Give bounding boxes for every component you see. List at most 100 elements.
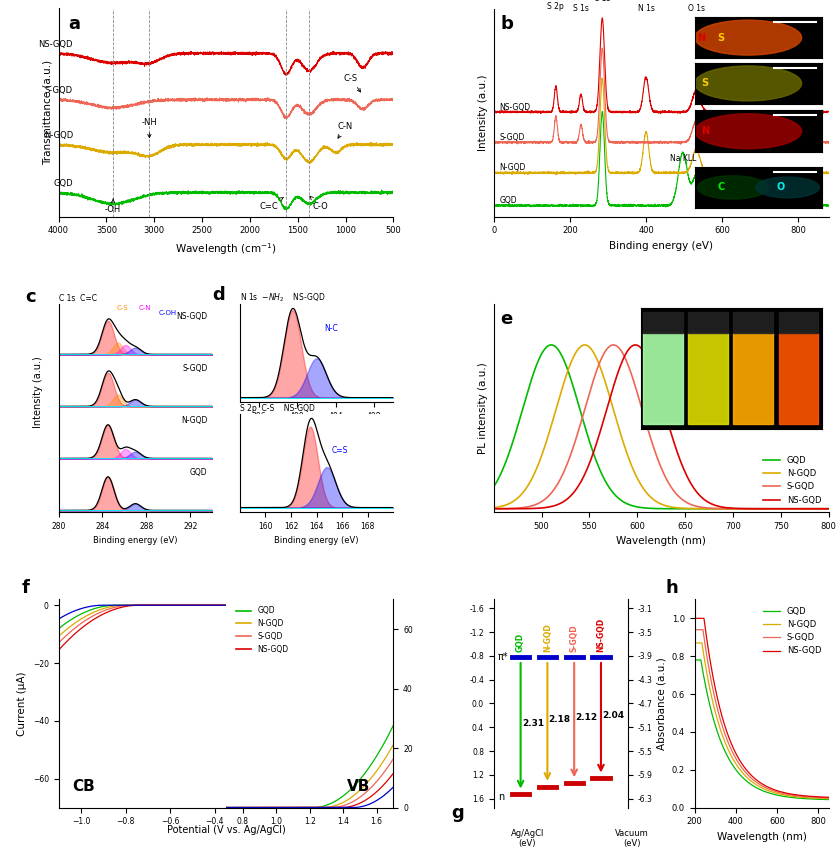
- NS-GQD: [789, 790, 799, 800]
- Text: GQD: GQD: [516, 633, 524, 652]
- N-GQD: [640, 487, 650, 497]
- NS-GQD: [712, 697, 722, 707]
- Text: 2.31: 2.31: [522, 719, 543, 728]
- GQD: [575, 406, 585, 416]
- GQD: [749, 782, 759, 792]
- Line: NS-GQD: NS-GQD: [493, 345, 828, 509]
- GQD: [712, 730, 722, 740]
- Text: 2.18: 2.18: [548, 715, 570, 724]
- Y-axis label: Absorbance (a.u.): Absorbance (a.u.): [655, 657, 665, 750]
- S-GQD: [823, 504, 833, 514]
- Text: -NH: -NH: [141, 118, 157, 138]
- Y-axis label: Current (μA): Current (μA): [18, 672, 27, 736]
- Line: N-GQD: N-GQD: [694, 643, 828, 799]
- NS-GQD: [630, 340, 640, 350]
- Text: NS-GQD: NS-GQD: [38, 40, 73, 49]
- Text: C-S: C-S: [343, 74, 360, 92]
- Text: C=C: C=C: [259, 197, 283, 211]
- S-GQD: [712, 503, 722, 513]
- GQD: [689, 654, 699, 665]
- S-GQD: [749, 776, 759, 786]
- S-GQD: [548, 485, 558, 496]
- Text: NS-GQD: NS-GQD: [499, 103, 530, 111]
- NS-GQD: [767, 785, 777, 795]
- N-GQD: [767, 787, 777, 797]
- NS-GQD: [723, 733, 733, 743]
- NS-GQD: [574, 479, 584, 489]
- Text: GQD: GQD: [190, 468, 207, 477]
- Text: N 1s  $-NH_2$    NS-GQD: N 1s $-NH_2$ NS-GQD: [240, 292, 325, 304]
- S-GQD: [488, 504, 498, 514]
- Text: N-C: N-C: [324, 325, 338, 333]
- Text: C-N: C-N: [338, 122, 353, 139]
- NS-GQD: [689, 613, 699, 623]
- X-axis label: Binding energy (eV): Binding energy (eV): [274, 536, 359, 546]
- Text: S-GQD: S-GQD: [45, 87, 73, 95]
- Text: h: h: [665, 579, 677, 598]
- Text: C 1s: C 1s: [594, 0, 609, 3]
- N-GQD: [823, 794, 833, 804]
- Text: NS-GQD: NS-GQD: [176, 312, 207, 320]
- S-GQD: [640, 417, 650, 428]
- N-GQD: [712, 504, 722, 514]
- Text: Ag/AgCl
(eV): Ag/AgCl (eV): [510, 829, 543, 848]
- GQD: [823, 795, 833, 805]
- GQD: [741, 504, 751, 514]
- Text: C=S: C=S: [332, 446, 348, 455]
- Text: N 1s: N 1s: [637, 4, 654, 14]
- NS-GQD: [488, 504, 498, 514]
- Y-axis label: Transmittance (a.u.): Transmittance (a.u.): [43, 60, 53, 165]
- Text: 2.04: 2.04: [602, 711, 624, 720]
- Text: b: b: [500, 14, 512, 33]
- Text: N-GQD: N-GQD: [43, 131, 73, 140]
- N-GQD: [574, 342, 584, 352]
- N-GQD: [488, 502, 498, 513]
- S-GQD: [608, 340, 618, 350]
- Text: a: a: [69, 14, 80, 33]
- S-GQD: [741, 504, 751, 514]
- Text: S-GQD: S-GQD: [499, 133, 524, 142]
- Line: S-GQD: S-GQD: [694, 630, 828, 798]
- Text: π*: π*: [497, 652, 507, 662]
- Text: S-GQD: S-GQD: [569, 625, 578, 652]
- S-GQD: [686, 500, 696, 510]
- X-axis label: Binding energy (eV): Binding energy (eV): [609, 241, 712, 251]
- GQD: [778, 791, 788, 802]
- Legend: GQD, N-GQD, S-GQD, NS-GQD: GQD, N-GQD, S-GQD, NS-GQD: [759, 604, 823, 659]
- Text: Vacuum
(eV): Vacuum (eV): [614, 829, 648, 848]
- Line: S-GQD: S-GQD: [493, 345, 828, 509]
- NS-GQD: [640, 350, 650, 360]
- N-GQD: [823, 504, 833, 514]
- GQD: [789, 793, 799, 803]
- Legend: GQD, N-GQD, S-GQD, NS-GQD: GQD, N-GQD, S-GQD, NS-GQD: [759, 453, 823, 507]
- N-GQD: [749, 779, 759, 789]
- X-axis label: Wavelength (nm): Wavelength (nm): [716, 832, 806, 842]
- N-GQD: [579, 340, 589, 350]
- X-axis label: Wavelength (cm$^{-1}$): Wavelength (cm$^{-1}$): [175, 241, 277, 257]
- Text: C-OH: C-OH: [158, 310, 176, 316]
- GQD: [548, 340, 558, 350]
- Text: C-S: C-S: [117, 305, 129, 311]
- N-GQD: [723, 746, 733, 756]
- S-GQD: [789, 790, 799, 801]
- Text: C-O: C-O: [309, 196, 329, 211]
- N-GQD: [712, 718, 722, 728]
- N-GQD: [548, 415, 558, 425]
- NS-GQD: [686, 479, 696, 490]
- Text: C 1s  C=C: C 1s C=C: [59, 294, 96, 303]
- NS-GQD: [749, 774, 759, 784]
- S-GQD: [778, 789, 788, 799]
- Text: g: g: [451, 804, 463, 822]
- Text: -OH: -OH: [104, 199, 121, 213]
- Text: Na KLL: Na KLL: [669, 154, 696, 163]
- S-GQD: [689, 625, 699, 635]
- GQD: [712, 504, 722, 514]
- S-GQD: [723, 740, 733, 750]
- N-GQD: [741, 504, 751, 514]
- N-GQD: [686, 503, 696, 513]
- Text: e: e: [500, 310, 512, 328]
- X-axis label: Wavelength (nm): Wavelength (nm): [615, 536, 706, 547]
- Line: GQD: GQD: [694, 660, 828, 800]
- Line: N-GQD: N-GQD: [493, 345, 828, 509]
- Legend: GQD, N-GQD, S-GQD, NS-GQD: GQD, N-GQD, S-GQD, NS-GQD: [233, 604, 292, 657]
